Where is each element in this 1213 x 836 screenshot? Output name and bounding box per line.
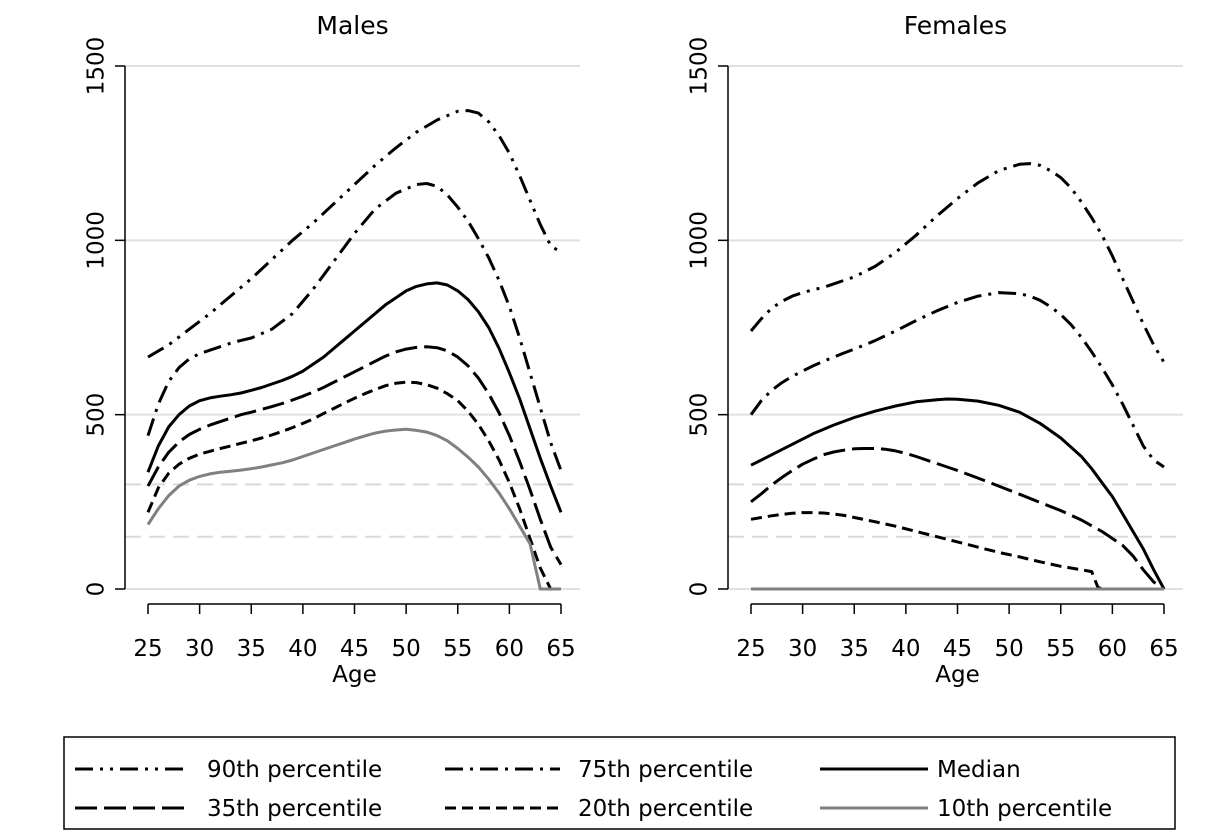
legend-label: 20th percentile xyxy=(578,796,753,822)
x-tick-label: 65 xyxy=(1149,636,1178,662)
x-tick-label: 60 xyxy=(1098,636,1127,662)
x-tick-label: 30 xyxy=(185,636,214,662)
y-tick-label: 1000 xyxy=(84,211,110,270)
legend-label: 90th percentile xyxy=(207,757,382,783)
series-line-median xyxy=(146,281,563,513)
x-tick-label: 55 xyxy=(443,636,472,662)
y-tick-label: 1500 xyxy=(687,37,713,96)
x-tick-label: 35 xyxy=(840,636,869,662)
y-tick-label: 0 xyxy=(687,582,713,597)
y-tick-label: 1000 xyxy=(687,211,713,270)
x-tick-label: 45 xyxy=(340,636,369,662)
x-tick-label: 40 xyxy=(288,636,317,662)
legend-label: 35th percentile xyxy=(207,796,382,822)
series-line-90th-percentile xyxy=(147,109,562,359)
y-tick-label: 500 xyxy=(84,393,110,437)
x-axis-title: Age xyxy=(935,662,979,688)
x-tick-label: 35 xyxy=(237,636,266,662)
series-line-median xyxy=(750,397,1166,590)
legend: 90th percentile 75th percentile Median 35th… xyxy=(63,736,1176,830)
y-tick-label: 1500 xyxy=(84,37,110,96)
x-tick-label: 65 xyxy=(546,636,575,662)
x-axis-title: Age xyxy=(332,662,376,688)
panel-females: 0 500 1000 1500 25 30 35 40 45 50 55 60 65 Age Females xyxy=(687,11,1183,688)
x-tick-label: 45 xyxy=(943,636,972,662)
series-line-20th-percentile xyxy=(146,380,561,591)
x-tick-label: 55 xyxy=(1046,636,1075,662)
series-line-20th-percentile xyxy=(750,511,1164,591)
x-tick-label: 50 xyxy=(391,636,420,662)
legend-box xyxy=(63,736,1176,830)
legend-label: 10th percentile xyxy=(937,796,1112,822)
panel-title: Males xyxy=(316,11,388,40)
panel-title: Females xyxy=(904,11,1007,40)
series-line-35th-percentile xyxy=(750,447,1165,591)
y-tick-label: 500 xyxy=(687,393,713,437)
legend-label: 75th percentile xyxy=(578,757,753,783)
x-tick-label: 25 xyxy=(736,636,765,662)
legend-label: Median xyxy=(937,757,1021,783)
panel-males: 0 500 1000 1500 25 30 35 40 45 50 55 60 65 Age Males xyxy=(84,11,580,688)
series-line-75th-percentile xyxy=(749,291,1165,469)
series-line-90th-percentile xyxy=(749,162,1166,364)
series-line-75th-percentile xyxy=(146,182,563,472)
x-tick-label: 30 xyxy=(788,636,817,662)
x-tick-label: 50 xyxy=(994,636,1023,662)
x-tick-label: 60 xyxy=(495,636,524,662)
x-tick-label: 25 xyxy=(133,636,162,662)
series-line-35th-percentile xyxy=(146,345,563,566)
x-tick-label: 40 xyxy=(891,636,920,662)
y-tick-label: 0 xyxy=(84,582,110,597)
series-line-10th-percentile xyxy=(146,427,561,591)
